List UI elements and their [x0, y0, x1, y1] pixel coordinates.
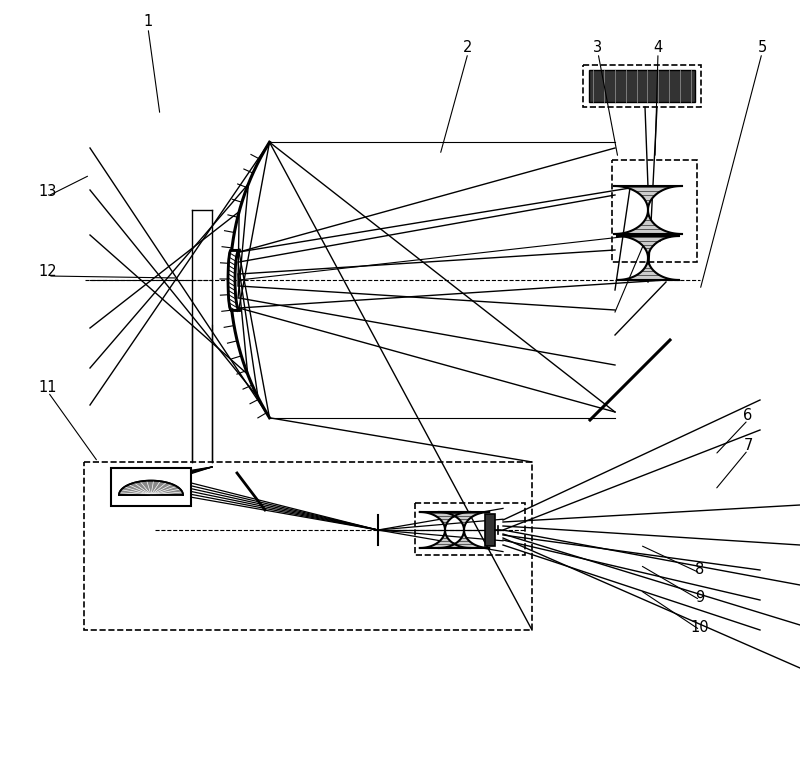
Bar [612, 160, 697, 262]
Text: 2: 2 [463, 41, 473, 55]
Bar [583, 65, 701, 107]
Polygon shape [420, 512, 470, 548]
Bar [485, 514, 495, 546]
Text: 5: 5 [758, 41, 766, 55]
Text: 1: 1 [143, 14, 153, 30]
Polygon shape [228, 250, 239, 310]
Bar [111, 468, 191, 506]
Text: 11: 11 [38, 381, 58, 395]
Polygon shape [614, 186, 682, 234]
Text: 3: 3 [594, 41, 602, 55]
Polygon shape [618, 236, 678, 280]
Text: 6: 6 [743, 407, 753, 422]
Text: 13: 13 [39, 185, 57, 200]
Bar [84, 462, 532, 630]
Bar [415, 503, 525, 555]
Polygon shape [119, 481, 183, 495]
Text: 9: 9 [695, 590, 705, 606]
Polygon shape [438, 512, 490, 548]
Bar [589, 70, 695, 102]
Text: 7: 7 [743, 438, 753, 453]
Text: 4: 4 [654, 41, 662, 55]
Text: 8: 8 [695, 562, 705, 578]
Text: 12: 12 [38, 264, 58, 279]
Text: 10: 10 [690, 621, 710, 635]
